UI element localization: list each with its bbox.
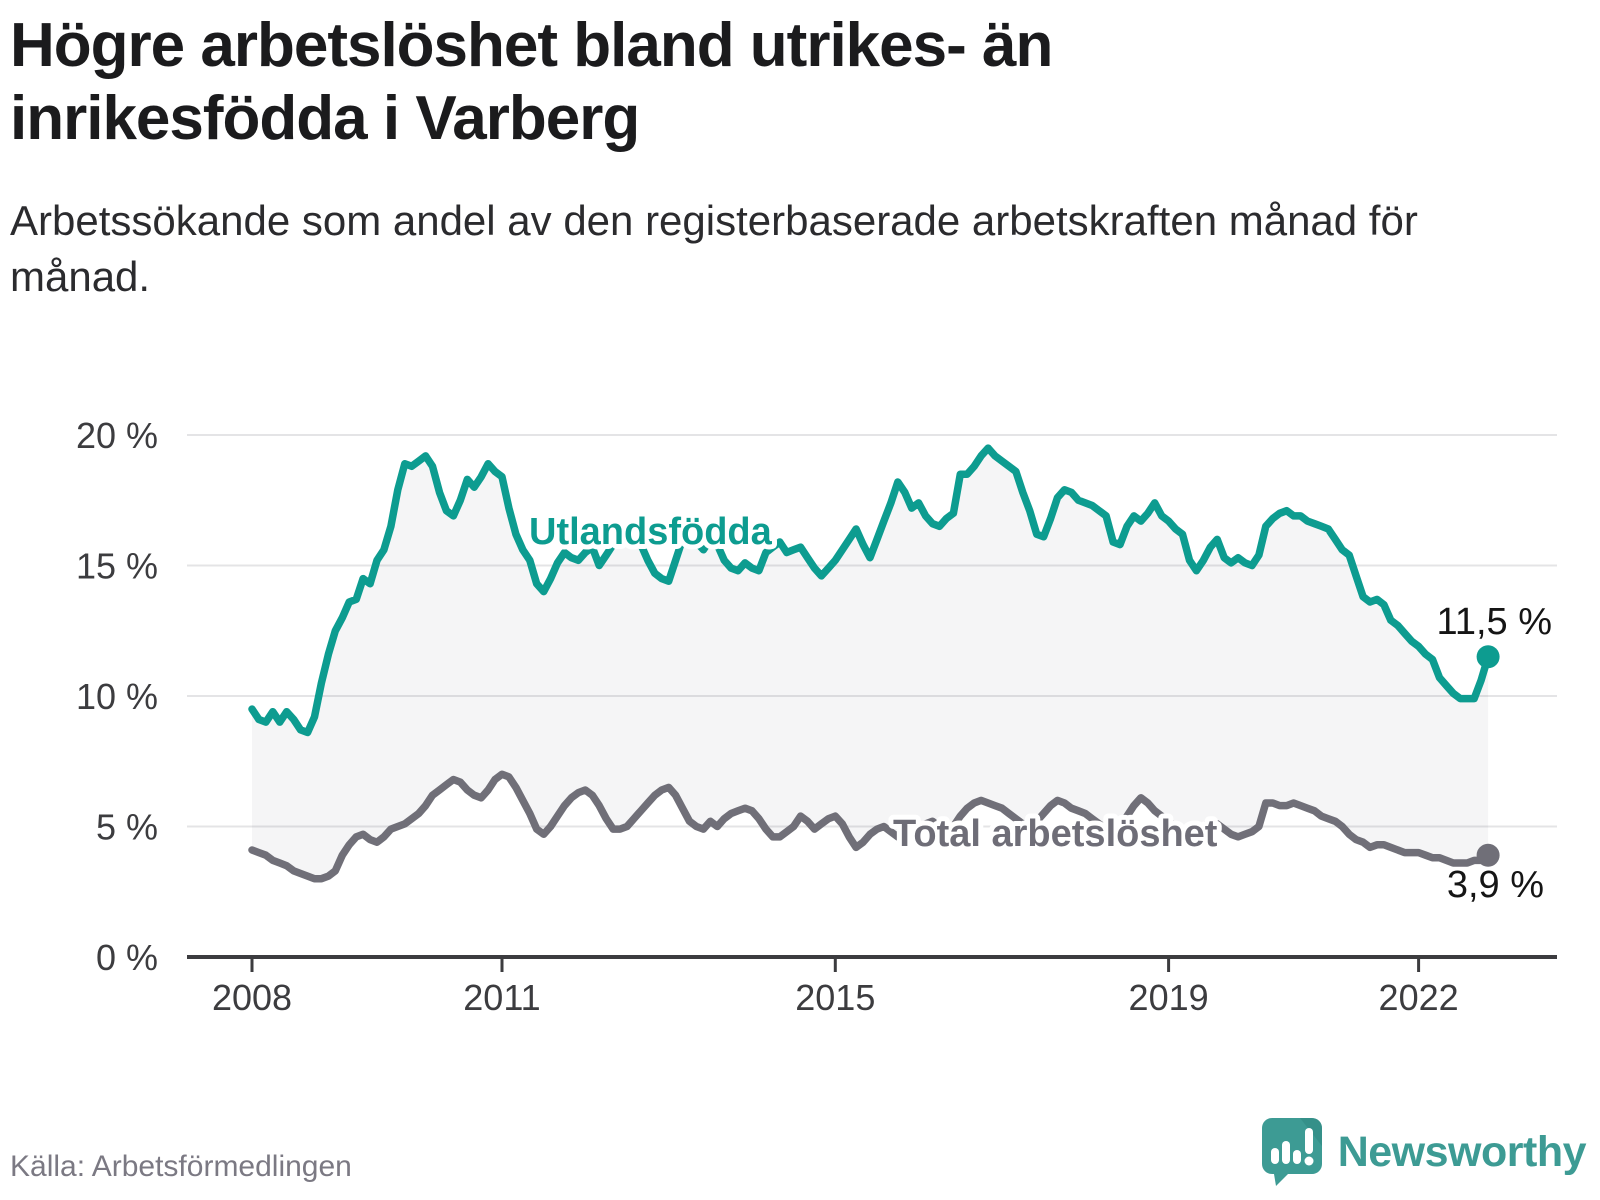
chart-header: Högre arbetslöshet bland utrikes- än inr… (10, 10, 1550, 305)
x-tick-label-2008: 2008 (212, 977, 292, 1018)
series-line-total (248, 770, 1492, 883)
logo-bar-small (1270, 1148, 1279, 1164)
end-value-label-total: 3,9 % (1447, 864, 1544, 906)
source-note: Källa: Arbetsförmedlingen (10, 1150, 352, 1183)
page-subtitle: Arbetssökande som andel av den registerb… (10, 197, 1418, 300)
end-dot-utlandsfodda (1476, 645, 1500, 669)
y-tick-label-10: 10 % (76, 676, 158, 717)
series-line-utlandsfodda (248, 444, 1492, 737)
brand-footer: Newsworthy (1260, 1116, 1587, 1188)
logo-exclamation-dot (1304, 1156, 1314, 1166)
newsworthy-logo-icon (1261, 1118, 1322, 1186)
series-label-utlandsfodda: Utlandsfödda (529, 511, 773, 553)
y-tick-label-0: 0 % (96, 937, 158, 978)
y-tick-label-5: 5 % (96, 807, 158, 848)
logo-bar-tall (1292, 1150, 1301, 1164)
y-tick-label-20: 20 % (76, 415, 158, 456)
logo-bar-medium (1281, 1141, 1290, 1164)
area-between-series (252, 448, 1489, 879)
x-tick-label-2022: 2022 (1379, 977, 1459, 1018)
y-tick-label-15: 15 % (76, 546, 158, 587)
x-tick-label-2019: 2019 (1129, 977, 1209, 1018)
logo-exclamation-bar (1304, 1128, 1313, 1154)
page-title: Högre arbetslöshet bland utrikes- än inr… (10, 11, 1053, 153)
series-label-total: Total arbetslöshet (893, 813, 1218, 855)
x-tick-label-2015: 2015 (795, 977, 875, 1018)
brand-name: Newsworthy (1337, 1127, 1587, 1176)
x-tick-label-2011: 2011 (463, 977, 540, 1018)
end-dot-total (1476, 843, 1500, 867)
end-value-label-utlandsfodda: 11,5 % (1437, 601, 1552, 643)
